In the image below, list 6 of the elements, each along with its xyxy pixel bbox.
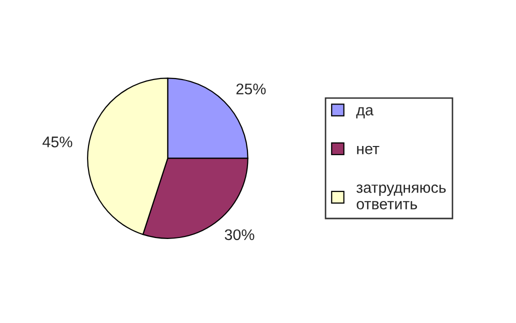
- legend-label: нет: [357, 146, 380, 154]
- legend-label: да: [356, 107, 374, 118]
- data-label: 45%: [42, 136, 72, 148]
- data-label: 30%: [224, 229, 254, 240]
- data-label: 25%: [236, 84, 266, 94]
- legend-label: затрудняюсь ответить: [356, 184, 446, 210]
